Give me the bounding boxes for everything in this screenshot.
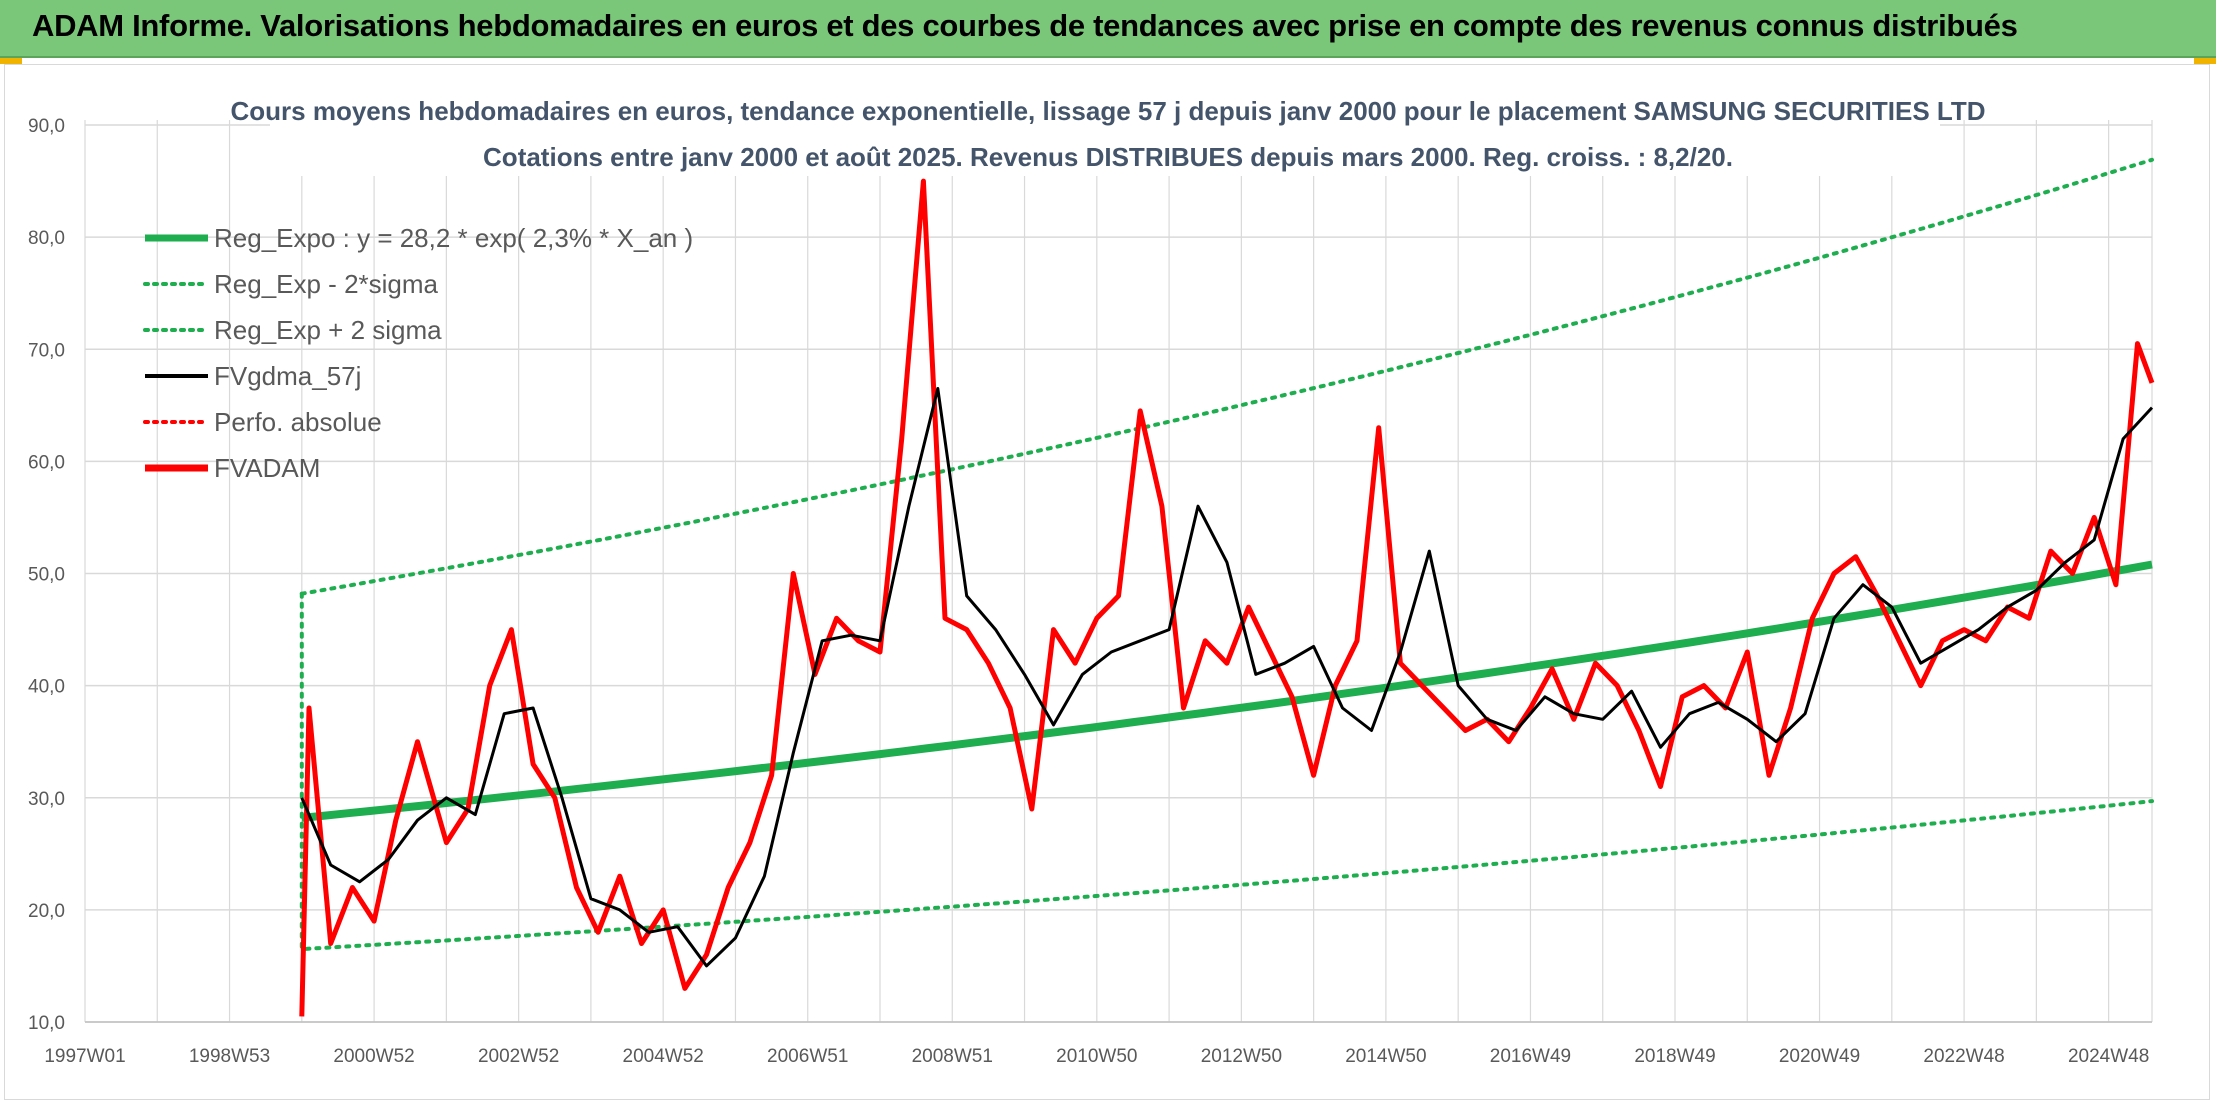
legend-label: FVgdma_57j (214, 361, 361, 391)
legend-label: FVADAM (214, 453, 320, 483)
series-fvadam (299, 178, 2155, 1017)
series-reg-exp-plus-2sigma (299, 157, 2154, 596)
legend-label: Reg_Exp - 2*sigma (214, 269, 439, 299)
y-tick-label: 90,0 (28, 116, 65, 137)
x-tick-label: 2014W50 (1345, 1046, 1426, 1067)
y-tick-label: 20,0 (28, 901, 65, 922)
series-reg-exp-minus-2sigma (299, 591, 2154, 952)
x-tick-label: 2016W49 (1490, 1046, 1571, 1067)
chart-title: Cours moyens hebdomadaires en euros, ten… (230, 96, 1985, 126)
chart-frame (4, 64, 2210, 1100)
series-layer (299, 157, 2155, 1017)
legend-item: FVADAM (145, 453, 320, 483)
x-tick-label: 2012W50 (1201, 1046, 1282, 1067)
x-tick-label: 2018W49 (1634, 1046, 1715, 1067)
y-tick-label: 10,0 (28, 1013, 65, 1034)
legend-label: Reg_Expo : y = 28,2 * exp( 2,3% * X_an ) (214, 223, 693, 253)
legend-item: Reg_Exp - 2*sigma (143, 269, 439, 299)
y-tick-label: 70,0 (28, 340, 65, 361)
x-tick-label: 2000W52 (333, 1046, 414, 1067)
legend-item: Reg_Expo : y = 28,2 * exp( 2,3% * X_an ) (145, 223, 693, 253)
x-tick-label: 2006W51 (767, 1046, 848, 1067)
y-axis: 10,0 20,0 30,0 40,0 50,0 60,0 70,0 80,0 90,0 (28, 116, 65, 1034)
report-banner: ADAM Informe. Valorisations hebdomadaire… (0, 0, 2216, 58)
y-tick-label: 50,0 (28, 565, 65, 586)
chart-subtitle: Cotations entre janv 2000 et août 2025. … (483, 142, 1733, 172)
y-tick-label: 80,0 (28, 228, 65, 249)
legend-item: Reg_Exp + 2 sigma (143, 315, 442, 345)
corner-marker-left (0, 58, 22, 64)
x-tick-label: 2004W52 (623, 1046, 704, 1067)
report-title: ADAM Informe. Valorisations hebdomadaire… (32, 8, 2018, 43)
x-tick-label: 2002W52 (478, 1046, 559, 1067)
x-tick-label: 2008W51 (912, 1046, 993, 1067)
legend: Reg_Expo : y = 28,2 * exp( 2,3% * X_an )… (143, 223, 693, 483)
x-tick-label: 1997W01 (44, 1046, 125, 1067)
corner-marker-right (2194, 58, 2216, 64)
x-tick-label: 2020W49 (1779, 1046, 1860, 1067)
series-fvgdma-57j (300, 387, 2154, 968)
y-tick-label: 40,0 (28, 677, 65, 698)
x-tick-label: 2024W48 (2068, 1046, 2149, 1067)
legend-label: Reg_Exp + 2 sigma (214, 315, 442, 345)
legend-item: FVgdma_57j (145, 361, 361, 391)
y-tick-label: 30,0 (28, 789, 65, 810)
y-tick-label: 60,0 (28, 452, 65, 473)
series-reg-expo (301, 560, 2153, 822)
chart-titles: Cours moyens hebdomadaires en euros, ten… (230, 84, 1986, 176)
x-tick-label: 2022W48 (1923, 1046, 2004, 1067)
x-axis: 1997W01 1998W53 2000W52 2002W52 2004W52 2006W… (44, 1021, 2152, 1067)
grid (84, 120, 2153, 1023)
legend-item: Perfo. absolue (143, 407, 382, 437)
x-tick-label: 1998W53 (189, 1046, 270, 1067)
legend-label: Perfo. absolue (214, 407, 382, 437)
x-tick-label: 2010W50 (1056, 1046, 1137, 1067)
